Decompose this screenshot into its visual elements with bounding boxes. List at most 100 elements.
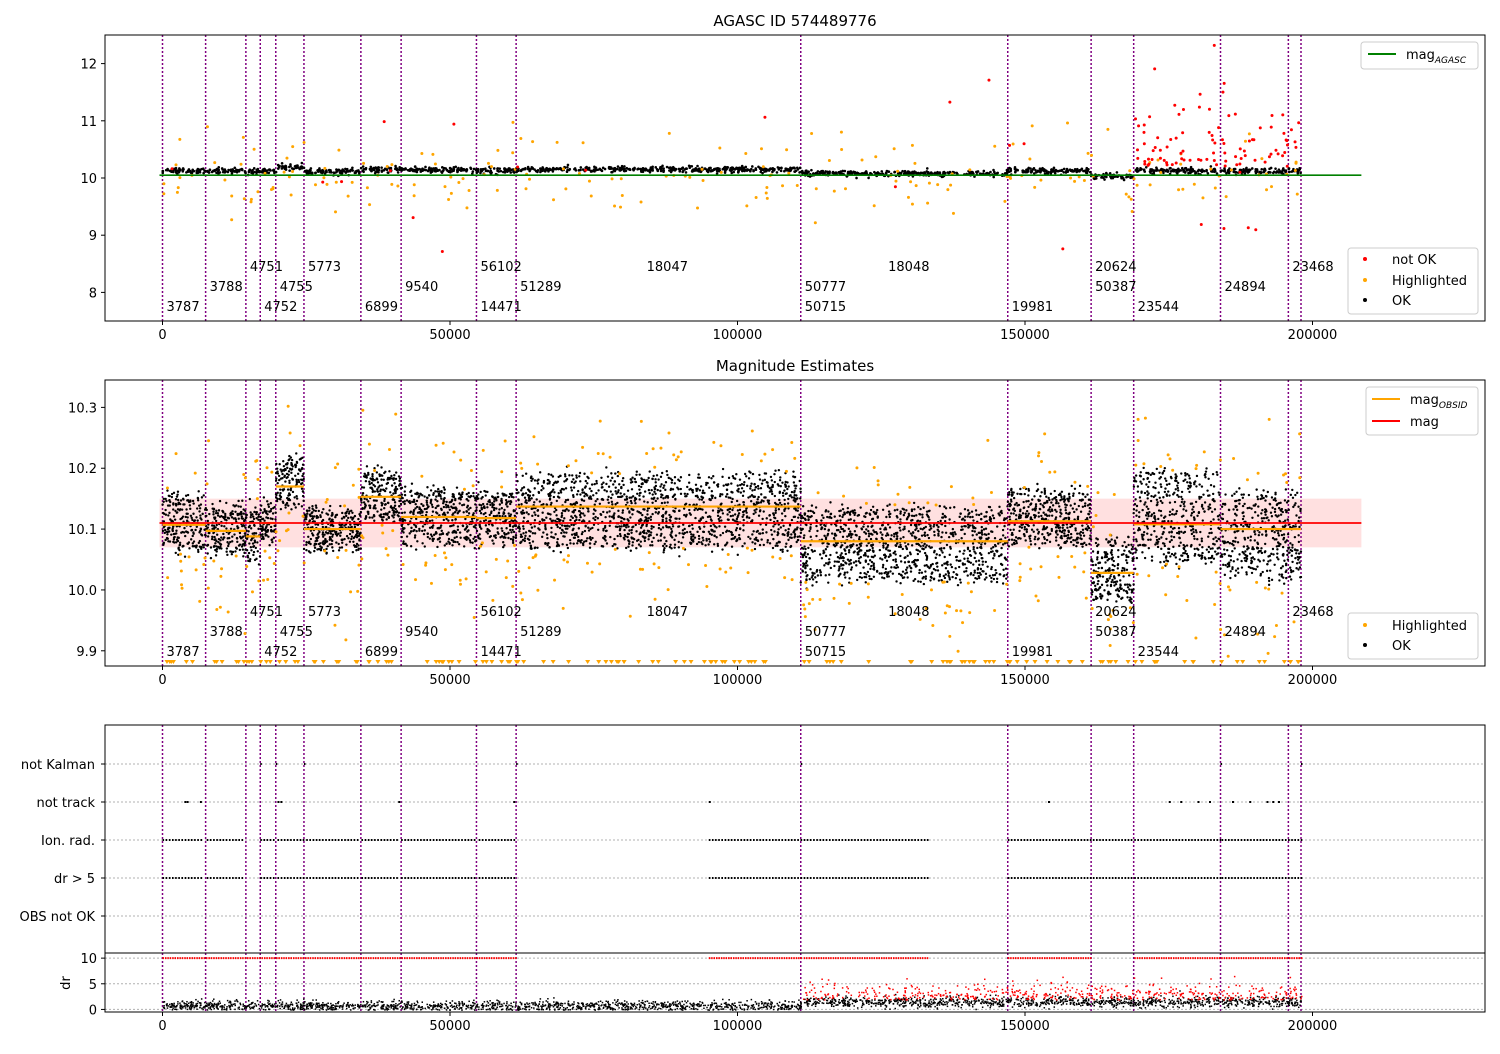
ok-point xyxy=(648,169,651,172)
highlighted-point xyxy=(314,183,317,186)
ok-point xyxy=(172,527,174,529)
offscale-marker xyxy=(321,660,326,664)
ok-point xyxy=(728,511,730,513)
ok-point xyxy=(1246,170,1249,173)
ok-point xyxy=(668,169,671,172)
ok-point xyxy=(296,497,298,499)
ok-point xyxy=(395,471,397,473)
ok-point xyxy=(655,485,657,487)
ok-point xyxy=(805,169,808,172)
highlighted-point xyxy=(180,583,183,586)
ok-point xyxy=(642,495,644,497)
highlighted-point xyxy=(335,181,338,184)
ok-point xyxy=(678,169,681,172)
ok-point xyxy=(678,541,680,543)
ok-point xyxy=(483,490,485,492)
ok-point xyxy=(453,503,455,505)
ok-point xyxy=(539,471,541,473)
ok-point xyxy=(669,520,671,522)
ok-point xyxy=(281,167,284,170)
ok-point xyxy=(660,483,662,485)
ok-point xyxy=(731,509,733,511)
ok-point xyxy=(239,532,241,534)
ok-point xyxy=(268,168,271,171)
ok-point xyxy=(666,470,668,472)
not-ok-point xyxy=(452,123,455,126)
highlighted-point xyxy=(325,501,328,504)
ok-point xyxy=(302,491,304,493)
ok-point xyxy=(206,544,208,546)
ok-point xyxy=(793,491,795,493)
highlighted-point xyxy=(213,161,216,164)
ok-point xyxy=(196,526,198,528)
ok-point xyxy=(1032,168,1035,171)
ok-point xyxy=(406,544,408,546)
ok-point xyxy=(427,536,429,538)
ok-point xyxy=(480,528,482,530)
ok-point xyxy=(173,515,175,517)
ok-point xyxy=(423,495,425,497)
ok-point xyxy=(393,510,395,512)
ok-point xyxy=(467,500,469,502)
highlighted-point xyxy=(347,195,350,198)
ok-point xyxy=(737,490,739,492)
ok-point xyxy=(410,511,412,513)
ok-point xyxy=(671,169,674,172)
ok-point xyxy=(886,170,889,173)
highlighted-point xyxy=(720,171,723,174)
ok-point xyxy=(173,541,175,543)
ok-point xyxy=(689,531,691,533)
ok-point xyxy=(340,524,342,526)
ok-point xyxy=(432,510,434,512)
ok-point xyxy=(509,171,512,174)
ok-point xyxy=(190,517,192,519)
highlighted-point xyxy=(457,181,460,184)
ok-point xyxy=(314,171,317,174)
ok-point xyxy=(424,545,426,547)
highlighted-point xyxy=(556,141,559,144)
ok-point xyxy=(680,542,682,544)
ok-point xyxy=(640,540,642,542)
ok-point xyxy=(759,544,761,546)
not-ok-point xyxy=(1182,108,1185,111)
ok-point xyxy=(258,513,260,515)
highlighted-point xyxy=(873,204,876,207)
ok-point xyxy=(655,481,657,483)
ok-point xyxy=(710,525,712,527)
ok-point xyxy=(381,475,383,477)
ok-point xyxy=(173,533,175,535)
panel2-title: Magnitude Estimates xyxy=(716,357,874,375)
ok-point xyxy=(779,479,781,481)
ok-point xyxy=(765,169,768,172)
ok-point xyxy=(618,525,620,527)
ok-point xyxy=(403,503,405,505)
highlighted-point xyxy=(504,439,507,442)
ok-point xyxy=(286,476,288,478)
ok-point xyxy=(280,496,282,498)
ok-point xyxy=(285,463,287,465)
ok-point xyxy=(254,506,256,508)
ok-point xyxy=(873,171,876,174)
not-ok-point xyxy=(1189,159,1192,162)
ok-point xyxy=(837,171,840,174)
ok-point xyxy=(440,497,442,499)
ok-point xyxy=(330,171,333,174)
ok-point xyxy=(552,550,554,552)
ok-point xyxy=(388,470,390,472)
highlighted-point xyxy=(465,206,468,209)
ok-point xyxy=(351,166,354,169)
highlighted-point xyxy=(299,444,302,447)
highlighted-point xyxy=(1073,180,1076,183)
ok-point xyxy=(249,525,251,527)
highlighted-point xyxy=(242,473,245,476)
legend-highlighted-swatch xyxy=(1363,278,1367,282)
ok-point xyxy=(246,538,248,540)
ok-point xyxy=(663,536,665,538)
ok-point xyxy=(692,527,694,529)
ok-point xyxy=(926,167,929,170)
not-ok-point xyxy=(1281,113,1284,116)
ok-point xyxy=(268,544,270,546)
highlighted-point xyxy=(325,183,328,186)
ok-point xyxy=(601,483,603,485)
offscale-marker xyxy=(366,660,371,664)
